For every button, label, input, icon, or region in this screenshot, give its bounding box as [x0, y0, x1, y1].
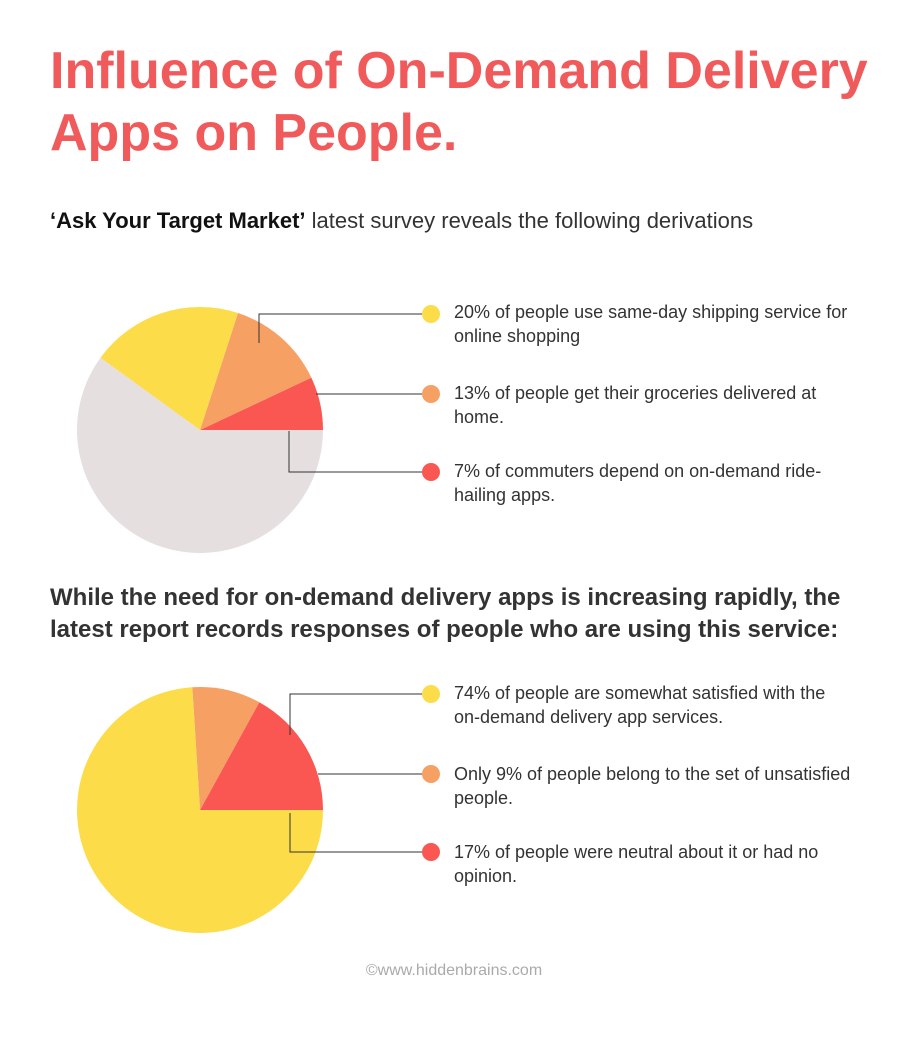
chart1-legend-orange: 13% of people get their groceries delive… [454, 383, 817, 427]
subtitle-text: latest survey reveals the following deri… [305, 208, 754, 233]
page-title: Influence of On-Demand Delivery Apps on … [50, 42, 868, 162]
survey-pie-remainder [76, 357, 324, 553]
chart2-legend-orange: Only 9% of people belong to the set of u… [454, 764, 851, 808]
chart1-legend-red: 7% of commuters depend on on-demand ride… [454, 461, 822, 505]
responses-pie-slice-orange [192, 686, 260, 810]
chart1-legend-yellow: 20% of people use same-day shipping serv… [454, 302, 848, 346]
survey-connector-red [288, 431, 422, 473]
survey-legend-dot-orange [422, 385, 440, 403]
section-intro: While the need for on-demand delivery ap… [50, 584, 841, 643]
chart2-legend-red: 17% of people were neutral about it or h… [454, 842, 819, 886]
survey-legend-dot-yellow [422, 305, 440, 323]
survey-pie-slice-orange [200, 313, 312, 430]
responses-legend-dot-orange [422, 765, 440, 783]
pie-chart-survey [76, 305, 440, 553]
survey-connector-yellow [258, 313, 422, 343]
chart2-legend-yellow: 74% of people are somewhat satisfied wit… [454, 683, 826, 727]
survey-legend-dot-red [422, 463, 440, 481]
responses-pie-slice-red [200, 702, 323, 810]
survey-pie-slice-yellow [100, 306, 239, 430]
survey-name: ‘Ask Your Target Market’ [50, 208, 306, 233]
responses-pie-slice-yellow [76, 687, 323, 933]
page-subtitle: ‘Ask Your Target Market’ latest survey r… [50, 206, 880, 236]
pie-chart-responses [76, 685, 440, 933]
responses-connector-red [289, 813, 422, 853]
responses-legend-dot-red [422, 843, 440, 861]
responses-connector-yellow [289, 693, 422, 735]
survey-pie-slice-red [200, 377, 323, 430]
footer-credit: ©www.hiddenbrains.com [365, 962, 543, 979]
responses-legend-dot-yellow [422, 685, 440, 703]
